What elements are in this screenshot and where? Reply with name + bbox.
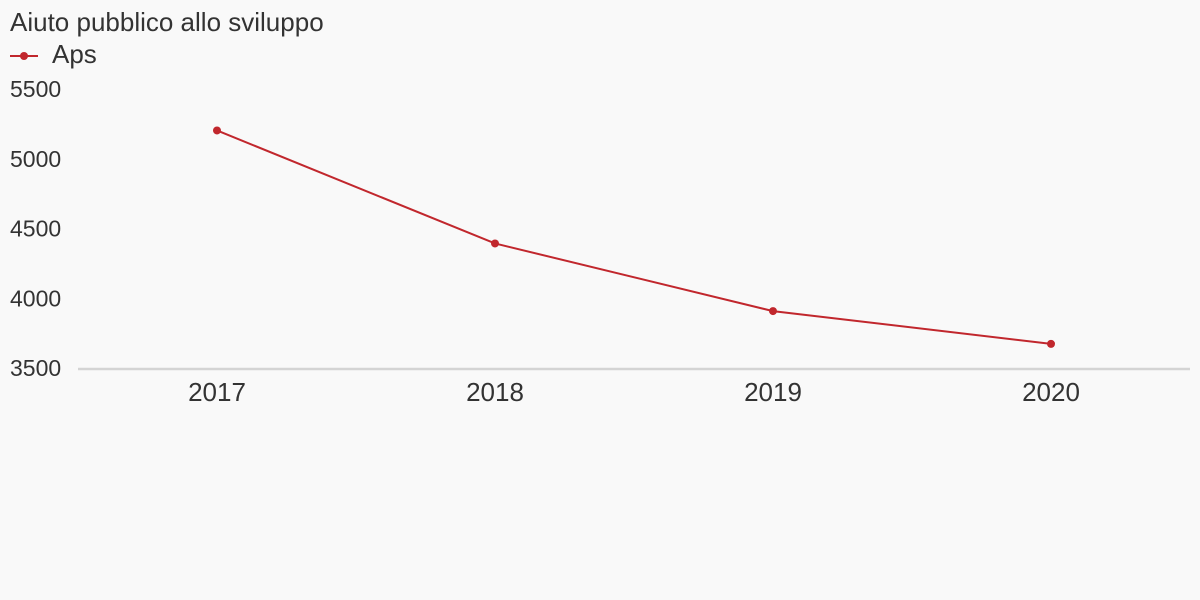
data-point — [769, 307, 777, 316]
x-tick-label: 2018 — [466, 377, 524, 407]
y-tick-label: 4500 — [10, 216, 61, 242]
y-tick-label: 4000 — [10, 285, 61, 311]
data-point — [491, 239, 499, 248]
x-tick-label: 2020 — [1022, 377, 1080, 407]
legend-marker — [20, 52, 28, 60]
x-tick-label: 2017 — [188, 377, 246, 407]
x-tick-label: 2019 — [744, 377, 802, 407]
legend-label: Aps — [52, 39, 97, 69]
data-point — [1047, 339, 1055, 348]
series-line — [216, 129, 1052, 345]
y-tick-label: 5500 — [10, 76, 61, 102]
y-tick-label: 3500 — [10, 355, 61, 381]
data-point — [213, 126, 221, 135]
chart-title: Aiuto pubblico allo sviluppo — [10, 7, 324, 37]
y-tick-label: 5000 — [10, 146, 61, 172]
